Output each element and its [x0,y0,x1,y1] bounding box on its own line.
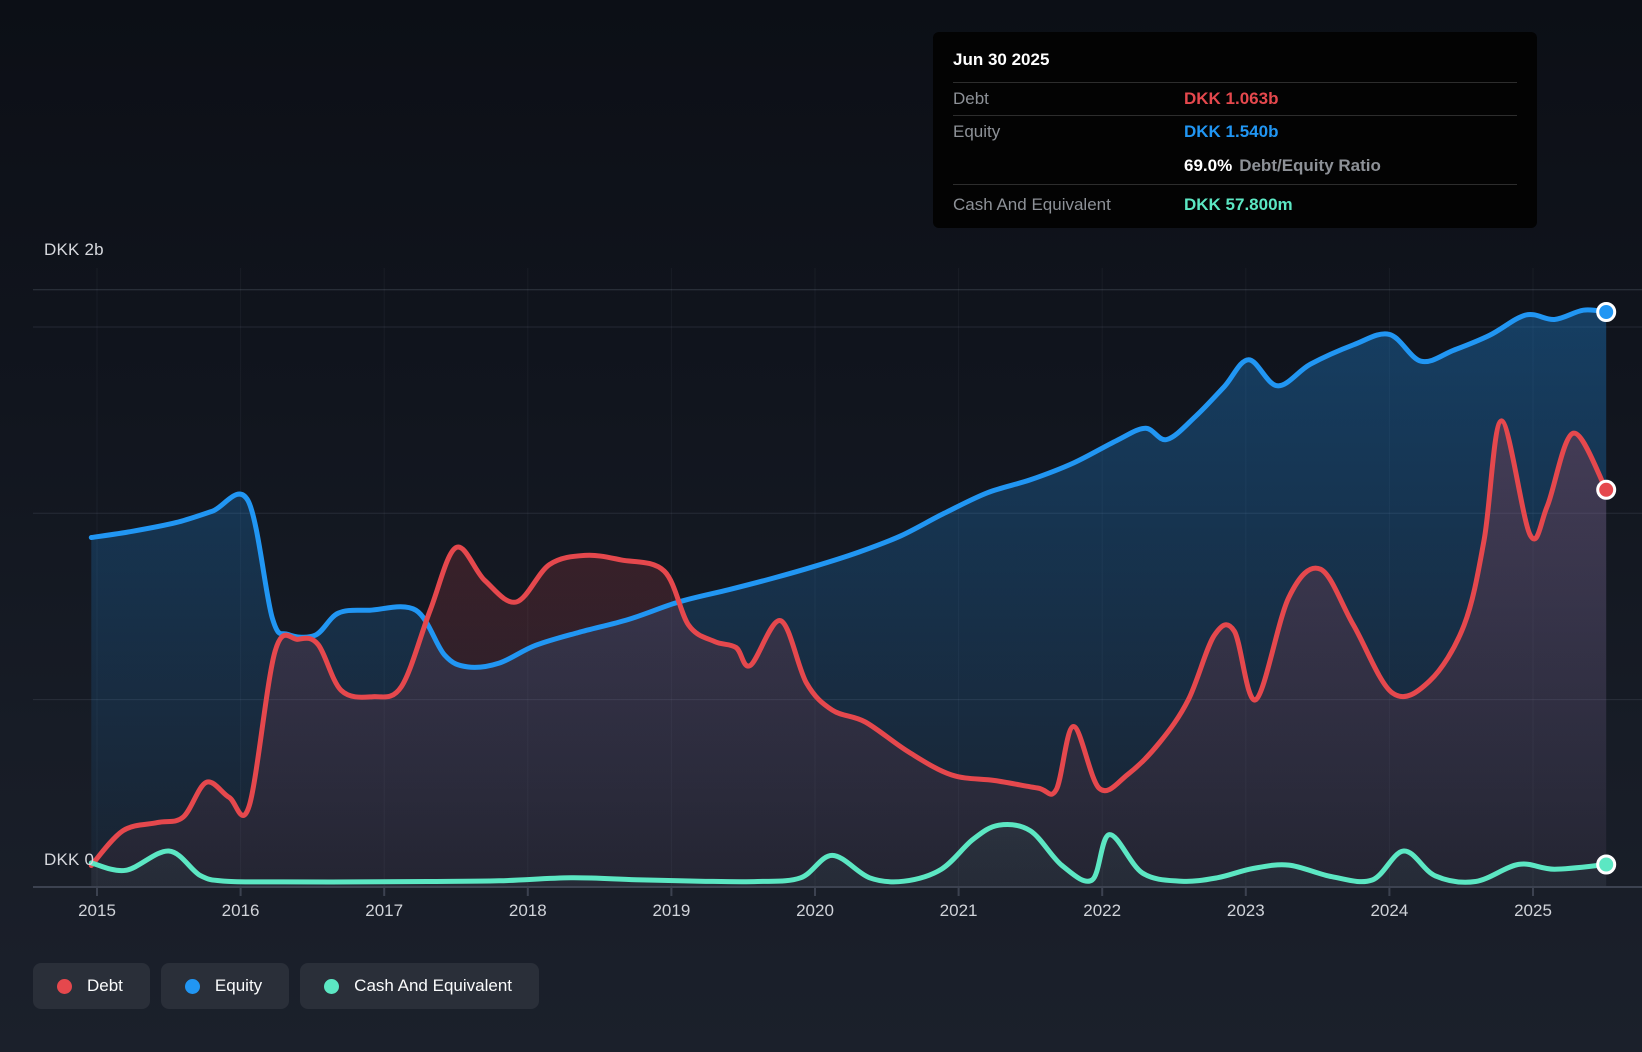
legend: Debt Equity Cash And Equivalent [33,963,540,1009]
legend-debt-label: Debt [87,976,123,995]
x-axis-year-label: 2015 [78,901,116,920]
equity-line [88,307,1609,670]
x-axis-year-label: 2019 [652,901,691,920]
tooltip-row-cash: Cash And Equivalent DKK 57.800m [953,184,1517,224]
tooltip-date: Jun 30 2025 [953,50,1050,69]
debt-line [88,418,1609,868]
tooltip-equity-label: Equity [953,122,1001,141]
x-axis-year-label: 2025 [1514,901,1552,920]
x-axis-year-label: 2023 [1226,901,1265,920]
x-axis-year-label: 2018 [508,901,547,920]
tooltip-cash-value: DKK 57.800m [1184,194,1293,214]
cash-line [88,822,1609,885]
legend-cash-label: Cash And Equivalent [354,976,513,995]
debt-endpoint-marker[interactable] [1596,479,1617,500]
tooltip-row-ratio: 69.0% Debt/Equity Ratio [953,148,1517,184]
cash-area [91,824,1607,887]
legend-item-equity[interactable]: Equity [160,963,290,1009]
equity-series-dot-icon [184,978,200,994]
tooltip-debt-label: Debt [953,89,989,108]
y-axis-zero-label: DKK 0 [44,850,95,869]
cash-series-dot-icon [324,978,340,994]
x-axis-year-label: 2016 [221,901,260,920]
tooltip-row-debt: Debt DKK 1.063b [953,82,1517,115]
x-axis-year-label: 2020 [796,901,834,920]
legend-item-cash[interactable]: Cash And Equivalent [300,963,540,1009]
x-axis-year-label: 2024 [1370,901,1409,920]
equity-endpoint-marker[interactable] [1596,302,1617,322]
legend-equity-label: Equity [214,976,263,995]
tooltip-debt-value: DKK 1.063b [1184,89,1279,108]
debt-series-dot-icon [57,978,72,994]
tooltip-ratio-label: Debt/Equity Ratio [1239,156,1381,175]
debt-area [91,420,1607,887]
x-axis-year-label: 2017 [365,901,404,920]
x-axis-year-label: 2021 [939,901,978,920]
tooltip: Jun 30 2025 Debt DKK 1.063b Equity DKK 1… [933,32,1537,228]
tooltip-cash-label: Cash And Equivalent [953,194,1111,214]
y-axis-top-label: DKK 2b [44,240,104,259]
tooltip-row-equity: Equity DKK 1.540b [953,115,1517,148]
cash-endpoint-marker[interactable] [1596,854,1617,875]
tooltip-ratio-value: 69.0% [1184,156,1233,175]
tooltip-equity-value: DKK 1.540b [1184,122,1279,141]
legend-item-debt[interactable]: Debt [33,963,150,1009]
x-axis-year-label: 2022 [1083,901,1122,920]
